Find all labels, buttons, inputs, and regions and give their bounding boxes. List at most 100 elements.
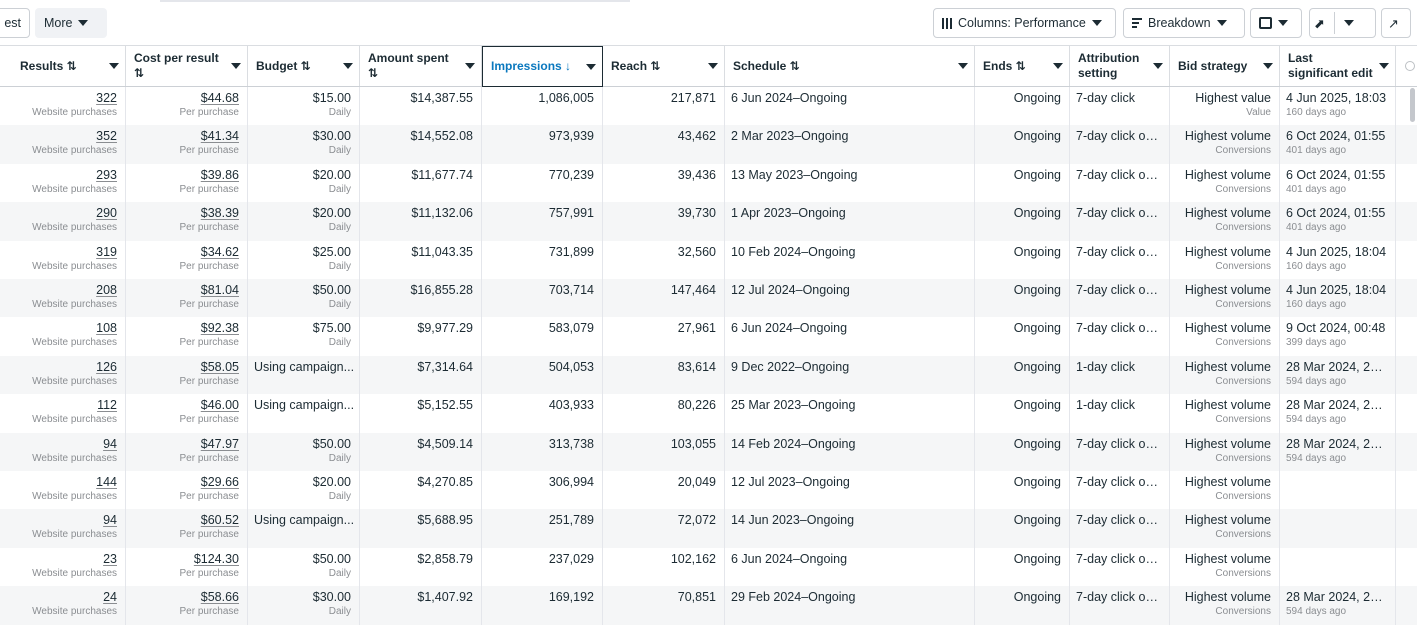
results-value[interactable]: 23 — [103, 551, 117, 566]
chevron-down-icon[interactable] — [708, 63, 718, 69]
col-cost-per-result[interactable]: Cost per result ⇅ — [126, 46, 248, 86]
cell-results[interactable]: 319 Website purchases — [0, 240, 126, 279]
col-bid-strategy[interactable]: Bid strategy — [1170, 46, 1280, 86]
col-results[interactable]: Results ⇅ — [0, 46, 126, 86]
col-schedule[interactable]: Schedule ⇅ — [725, 46, 975, 86]
results-value[interactable]: 352 — [96, 129, 117, 144]
cell-results[interactable]: 293 Website purchases — [0, 163, 126, 203]
chevron-down-icon[interactable] — [1153, 63, 1163, 69]
col-impressions[interactable]: Impressions ↓ — [482, 46, 603, 87]
col-reach[interactable]: Reach ⇅ — [603, 46, 725, 86]
cpr-value[interactable]: $81.04 — [200, 283, 239, 297]
cell-cpr[interactable]: $34.62 Per purchase — [126, 240, 248, 279]
col-attribution[interactable]: Attribution setting — [1070, 46, 1170, 86]
table-row[interactable]: 94 Website purchases $47.97 Per purchase $50… — [0, 432, 1417, 471]
cell-results[interactable]: 23 Website purchases — [0, 547, 126, 587]
cpr-value[interactable]: $47.97 — [200, 436, 239, 451]
table-row[interactable]: 144 Website purchases $29.66 Per purchase $2… — [0, 471, 1417, 510]
cell-results[interactable]: 112 Website purchases — [0, 394, 126, 433]
chevron-down-icon[interactable] — [586, 63, 596, 70]
add-column-icon[interactable] — [1405, 61, 1415, 71]
table-row[interactable]: 208 Website purchases $81.04 Per purchase $5… — [0, 279, 1417, 318]
col-ends[interactable]: Ends ⇅ — [975, 46, 1070, 86]
table-row[interactable]: 293 Website purchases $39.86 Per purchase $2… — [0, 163, 1417, 203]
table-row[interactable]: 23 Website purchases $124.30 Per purchase $5… — [0, 547, 1417, 587]
cell-cpr[interactable]: $58.05 Per purchase — [126, 355, 248, 395]
cell-results[interactable]: 94 Website purchases — [0, 432, 126, 471]
chevron-down-icon[interactable] — [343, 63, 353, 69]
cell-cpr[interactable]: $29.66 Per purchase — [126, 471, 248, 510]
chevron-down-icon[interactable] — [958, 63, 968, 69]
table-row[interactable]: 322 Website purchases $44.68 Per purchase $1… — [0, 87, 1417, 126]
cell-results[interactable]: 208 Website purchases — [0, 279, 126, 318]
cell-cpr[interactable]: $39.86 Per purchase — [126, 163, 248, 203]
cell-results[interactable]: 352 Website purchases — [0, 125, 126, 164]
cell-cpr[interactable]: $47.97 Per purchase — [126, 432, 248, 471]
cpr-value[interactable]: $58.66 — [200, 590, 239, 605]
results-value[interactable]: 24 — [103, 590, 117, 605]
table-row[interactable]: 290 Website purchases $38.39 Per purchase $2… — [0, 202, 1417, 241]
cpr-value[interactable]: $124.30 — [193, 551, 239, 566]
col-budget[interactable]: Budget ⇅ — [248, 46, 360, 86]
cell-results[interactable]: 126 Website purchases — [0, 355, 126, 395]
cell-cpr[interactable]: $46.00 Per purchase — [126, 394, 248, 433]
table-row[interactable]: 24 Website purchases $58.66 Per purchase $30… — [0, 586, 1417, 625]
cpr-value[interactable]: $38.39 — [200, 206, 239, 221]
cpr-value[interactable]: $44.68 — [200, 91, 239, 105]
chevron-down-icon[interactable] — [1263, 63, 1273, 69]
cell-results[interactable]: 144 Website purchases — [0, 471, 126, 510]
cpr-value[interactable]: $58.05 — [200, 359, 239, 374]
table-row[interactable]: 352 Website purchases $41.34 Per purchase $3… — [0, 125, 1417, 164]
cell-cpr[interactable]: $58.66 Per purchase — [126, 586, 248, 625]
columns-button[interactable]: Columns: Performance — [933, 8, 1116, 38]
cell-cpr[interactable]: $41.34 Per purchase — [126, 125, 248, 164]
col-last-edit[interactable]: Last significant edit — [1280, 46, 1396, 86]
cell-cpr[interactable]: $44.68 Per purchase — [126, 87, 248, 126]
table-row[interactable]: 94 Website purchases $60.52 Per purchase Usi… — [0, 509, 1417, 548]
cpr-value[interactable]: $60.52 — [200, 513, 239, 528]
results-value[interactable]: 126 — [96, 359, 117, 374]
chevron-down-icon[interactable] — [109, 63, 119, 69]
cell-results[interactable]: 94 Website purchases — [0, 509, 126, 548]
export-button[interactable]: ⬈ — [1309, 8, 1376, 38]
table-row[interactable]: 126 Website purchases $58.05 Per purchase Us… — [0, 355, 1417, 395]
cpr-value[interactable]: $34.62 — [200, 244, 239, 259]
chevron-down-icon[interactable] — [1379, 63, 1389, 69]
charts-button[interactable]: ↗ — [1381, 8, 1411, 38]
cell-cpr[interactable]: $124.30 Per purchase — [126, 547, 248, 587]
cell-results[interactable]: 108 Website purchases — [0, 317, 126, 356]
results-value[interactable]: 144 — [96, 475, 117, 489]
breakdown-button[interactable]: Breakdown — [1123, 8, 1245, 38]
more-button[interactable]: More — [35, 8, 107, 38]
reports-button[interactable] — [1250, 8, 1302, 38]
results-value[interactable]: 94 — [103, 436, 117, 451]
cell-results[interactable]: 24 Website purchases — [0, 586, 126, 625]
test-button[interactable]: est — [0, 8, 30, 38]
chevron-down-icon[interactable] — [1053, 63, 1063, 69]
results-value[interactable]: 293 — [96, 167, 117, 182]
results-value[interactable]: 290 — [96, 206, 117, 221]
chevron-down-icon[interactable] — [465, 63, 475, 69]
cpr-value[interactable]: $39.86 — [200, 167, 239, 182]
results-value[interactable]: 208 — [96, 283, 117, 297]
cell-cpr[interactable]: $81.04 Per purchase — [126, 279, 248, 318]
vertical-scrollbar[interactable] — [1410, 88, 1415, 122]
table-row[interactable]: 112 Website purchases $46.00 Per purchase Us… — [0, 394, 1417, 433]
col-amount-spent[interactable]: Amount spent ⇅ — [360, 46, 482, 86]
results-value[interactable]: 319 — [96, 244, 117, 259]
chevron-down-icon[interactable] — [231, 63, 241, 69]
cell-cpr[interactable]: $38.39 Per purchase — [126, 202, 248, 241]
table-row[interactable]: 319 Website purchases $34.62 Per purchase $2… — [0, 240, 1417, 279]
cell-results[interactable]: 322 Website purchases — [0, 87, 126, 126]
results-value[interactable]: 108 — [96, 321, 117, 336]
results-value[interactable]: 322 — [96, 91, 117, 105]
table-row[interactable]: 108 Website purchases $92.38 Per purchase $7… — [0, 317, 1417, 356]
cpr-value[interactable]: $41.34 — [200, 129, 239, 144]
cell-cpr[interactable]: $92.38 Per purchase — [126, 317, 248, 356]
cell-cpr[interactable]: $60.52 Per purchase — [126, 509, 248, 548]
cell-results[interactable]: 290 Website purchases — [0, 202, 126, 241]
results-value[interactable]: 112 — [97, 398, 117, 413]
cpr-value[interactable]: $29.66 — [200, 475, 239, 489]
results-value[interactable]: 94 — [103, 513, 117, 528]
cpr-value[interactable]: $92.38 — [200, 321, 239, 336]
